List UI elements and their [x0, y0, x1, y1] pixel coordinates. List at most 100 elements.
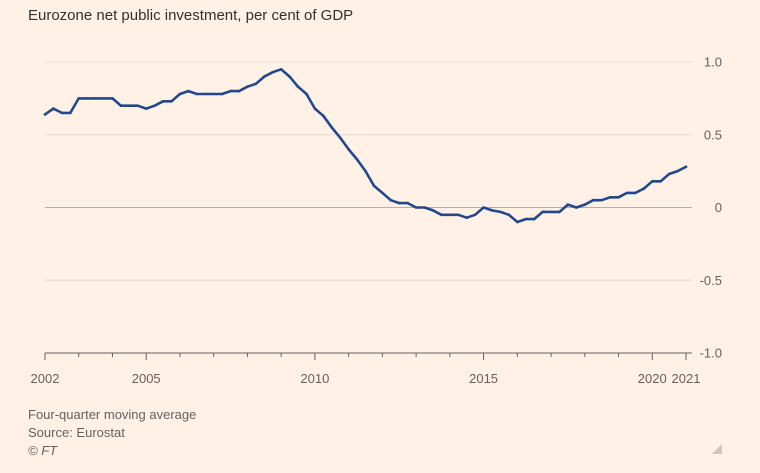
- data-point: [389, 198, 393, 202]
- data-point: [305, 92, 308, 96]
- footnote: Four-quarter moving average: [28, 407, 197, 422]
- y-tick-label: -1.0: [700, 346, 722, 361]
- x-tick-label: 2020: [638, 371, 667, 386]
- data-point: [85, 97, 89, 100]
- data-point: [524, 217, 528, 221]
- data-point: [667, 172, 671, 176]
- data-point: [94, 97, 97, 100]
- data-point: [279, 68, 283, 71]
- data-point: [322, 114, 325, 118]
- data-point: [499, 210, 502, 214]
- data-point: [330, 126, 334, 129]
- chart-footer: Four-quarter moving average Source: Euro…: [28, 406, 196, 460]
- data-point: [583, 203, 587, 206]
- data-point: [128, 104, 131, 107]
- data-point: [440, 213, 443, 217]
- data-point: [43, 113, 47, 116]
- data-point: [347, 148, 350, 151]
- data-point: [170, 100, 173, 103]
- data-point: [608, 196, 612, 199]
- data-point: [246, 85, 249, 88]
- data-point: [372, 184, 376, 187]
- resize-handle-icon[interactable]: [711, 443, 723, 455]
- data-point: [397, 201, 401, 205]
- data-point: [532, 217, 536, 221]
- data-point: [178, 92, 182, 96]
- data-point: [490, 209, 494, 212]
- data-point: [414, 206, 418, 209]
- gridlines: [45, 61, 692, 281]
- data-point: [600, 198, 603, 202]
- series-layer: [43, 68, 688, 224]
- data-point: [144, 107, 148, 110]
- data-point: [431, 209, 435, 212]
- credit: © FT: [28, 443, 58, 458]
- data-point: [676, 169, 679, 173]
- data-point: [406, 201, 410, 205]
- data-point: [625, 191, 629, 195]
- data-point: [541, 210, 544, 214]
- data-point: [69, 111, 72, 115]
- data-point: [254, 82, 258, 86]
- y-tick-label: 1.0: [704, 55, 722, 70]
- y-tick-label: 0: [715, 200, 722, 215]
- data-point: [263, 75, 266, 78]
- data-point: [187, 89, 190, 93]
- x-tick-label: 2015: [469, 371, 498, 386]
- data-point: [507, 213, 511, 217]
- data-point: [288, 75, 291, 78]
- y-axis-labels: 1.0 0.5 0 -0.5 -1.0: [700, 55, 722, 361]
- data-point: [448, 213, 452, 217]
- data-point: [237, 89, 241, 93]
- series-line: [43, 68, 688, 224]
- data-point: [153, 104, 156, 107]
- data-point: [566, 203, 570, 206]
- data-point: [423, 206, 426, 209]
- data-point: [465, 216, 469, 219]
- x-tick-label: 2010: [300, 371, 329, 386]
- data-point: [651, 180, 654, 183]
- data-point: [52, 107, 55, 110]
- data-point: [457, 213, 460, 217]
- data-point: [364, 169, 367, 173]
- data-point: [338, 136, 342, 139]
- data-point: [355, 158, 359, 161]
- data-point: [591, 198, 595, 202]
- data-point: [161, 100, 165, 103]
- x-tick-label: 2021: [672, 371, 701, 386]
- source-note: Source: Eurostat: [28, 425, 125, 440]
- data-point: [271, 70, 275, 74]
- data-point: [229, 89, 232, 93]
- chart-title: Eurozone net public investment, per cent…: [28, 7, 354, 24]
- data-point: [212, 92, 215, 96]
- data-point: [313, 107, 317, 110]
- data-point: [119, 104, 123, 107]
- x-tick-label: 2002: [31, 371, 60, 386]
- data-point: [659, 180, 662, 183]
- data-point: [558, 210, 561, 214]
- x-axis: 2002 2005 2010 2015 2020 2021: [31, 352, 701, 386]
- data-point: [684, 165, 688, 169]
- data-point: [549, 210, 553, 214]
- data-point: [617, 196, 620, 199]
- data-point: [77, 97, 80, 100]
- data-point: [102, 97, 106, 100]
- data-point: [60, 111, 64, 115]
- x-tick-label: 2005: [132, 371, 161, 386]
- y-tick-label: -0.5: [700, 273, 722, 288]
- data-point: [111, 97, 114, 100]
- data-point: [516, 220, 519, 224]
- data-point: [381, 191, 384, 195]
- data-point: [220, 92, 224, 96]
- data-point: [642, 187, 646, 190]
- data-point: [634, 191, 637, 195]
- y-tick-label: 0.5: [704, 127, 722, 142]
- data-point: [195, 92, 199, 96]
- data-point: [575, 206, 578, 209]
- data-point: [482, 206, 485, 209]
- data-point: [296, 85, 300, 88]
- data-point: [473, 213, 477, 217]
- data-point: [204, 92, 207, 96]
- data-point: [136, 104, 140, 107]
